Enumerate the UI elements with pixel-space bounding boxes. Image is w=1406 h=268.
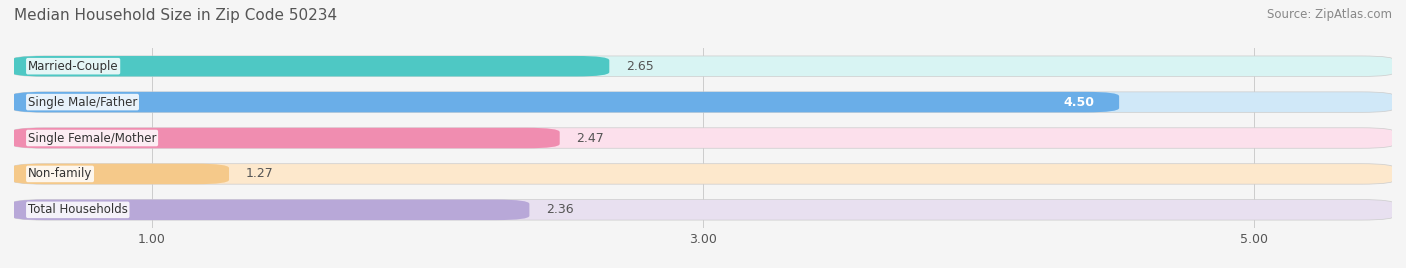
Text: Median Household Size in Zip Code 50234: Median Household Size in Zip Code 50234: [14, 8, 337, 23]
Text: Single Male/Father: Single Male/Father: [28, 96, 138, 109]
FancyBboxPatch shape: [11, 200, 1395, 220]
FancyBboxPatch shape: [11, 200, 530, 220]
FancyBboxPatch shape: [11, 164, 1395, 184]
FancyBboxPatch shape: [11, 92, 1395, 112]
FancyBboxPatch shape: [11, 128, 1395, 148]
Text: Total Households: Total Households: [28, 203, 128, 216]
Text: 2.65: 2.65: [626, 60, 654, 73]
Text: 1.27: 1.27: [246, 168, 273, 180]
FancyBboxPatch shape: [11, 128, 560, 148]
Text: Source: ZipAtlas.com: Source: ZipAtlas.com: [1267, 8, 1392, 21]
Text: 4.50: 4.50: [1063, 96, 1094, 109]
Text: Non-family: Non-family: [28, 168, 93, 180]
FancyBboxPatch shape: [11, 164, 229, 184]
FancyBboxPatch shape: [11, 56, 609, 76]
Text: 2.47: 2.47: [576, 132, 605, 144]
FancyBboxPatch shape: [11, 56, 1395, 76]
Text: Married-Couple: Married-Couple: [28, 60, 118, 73]
FancyBboxPatch shape: [11, 92, 1119, 112]
Text: Single Female/Mother: Single Female/Mother: [28, 132, 156, 144]
Text: 2.36: 2.36: [546, 203, 574, 216]
